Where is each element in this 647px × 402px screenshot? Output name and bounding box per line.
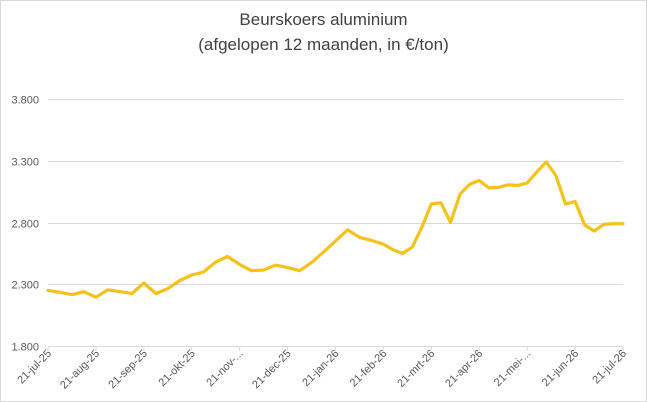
y-tick-label: 2.300 [11, 280, 39, 292]
x-tick-label: 21-jun-26 [540, 348, 581, 389]
y-tick-label: 3.300 [11, 157, 39, 169]
data-point [478, 179, 481, 182]
x-tick-label: 21-mrt-26 [395, 348, 437, 390]
data-point [106, 288, 109, 291]
data-point [401, 252, 404, 255]
data-point [118, 290, 121, 293]
data-point [214, 261, 217, 264]
data-point [411, 246, 414, 249]
data-point [487, 186, 490, 189]
x-tick-label: 21-dec-25 [250, 348, 294, 392]
data-point [554, 174, 557, 177]
data-point [274, 264, 277, 267]
data-point [226, 255, 229, 258]
data-point [166, 287, 169, 290]
data-point [439, 201, 442, 204]
data-point [130, 292, 133, 295]
data-point [602, 223, 605, 226]
data-point [430, 203, 433, 206]
data-point [59, 291, 62, 294]
chart-subtitle: (afgelopen 12 maanden, in €/ton) [198, 35, 449, 54]
data-point [310, 261, 313, 264]
data-point [593, 230, 596, 233]
data-point [449, 221, 452, 224]
data-point [154, 292, 157, 295]
data-point [516, 184, 519, 187]
data-point [545, 161, 548, 164]
data-point [82, 290, 85, 293]
data-point [47, 289, 50, 292]
data-point [459, 193, 462, 196]
data-point [71, 293, 74, 296]
data-point [238, 263, 241, 266]
x-tick-label: 21-feb-26 [348, 348, 390, 390]
y-tick-label: 1.800 [11, 342, 39, 354]
data-point [535, 170, 538, 173]
data-point [497, 186, 500, 189]
data-point [322, 251, 325, 254]
x-tick-label: 21-jul-26 [590, 348, 629, 387]
data-point [622, 222, 625, 225]
data-point [382, 243, 385, 246]
y-tick-label: 2.800 [11, 219, 39, 231]
data-point [507, 183, 510, 186]
data-point [334, 240, 337, 243]
data-point [468, 183, 471, 186]
data-point [526, 182, 529, 185]
data-point [190, 274, 193, 277]
x-tick-label: 21-sep-25 [106, 348, 150, 392]
x-tick-label: 21-aug-25 [58, 348, 102, 392]
data-point [346, 228, 349, 231]
data-point [262, 269, 265, 272]
data-point [392, 248, 395, 251]
data-point [612, 222, 615, 225]
data-point [178, 279, 181, 282]
data-point [574, 200, 577, 203]
data-point [286, 266, 289, 269]
data-point [564, 203, 567, 206]
chart-title: Beurskoers aluminium [239, 10, 408, 29]
data-point [370, 239, 373, 242]
data-point [358, 236, 361, 239]
data-point [250, 269, 253, 272]
x-tick-label: 21-nov-... [204, 348, 245, 389]
data-point [202, 270, 205, 273]
data-point [583, 224, 586, 227]
y-tick-label: 3.800 [11, 95, 39, 107]
x-tick-label: 21-jan-26 [300, 348, 341, 389]
x-tick-label: 21-apr-26 [443, 348, 485, 390]
x-tick-label: 21-mei-... [492, 348, 533, 389]
data-point [420, 226, 423, 229]
data-point [142, 282, 145, 285]
series-line [46, 160, 625, 299]
x-tick-label: 21-okt-25 [157, 348, 198, 389]
data-point [94, 296, 97, 299]
data-point [298, 269, 301, 272]
